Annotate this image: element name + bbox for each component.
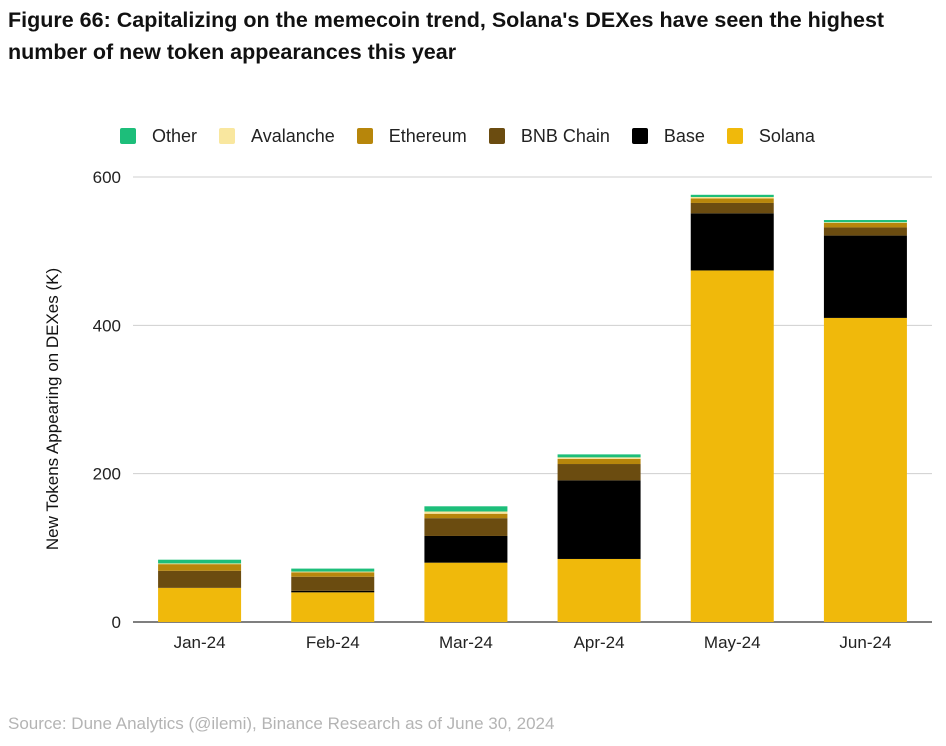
bar-ethereum-mar-24: [424, 513, 508, 519]
chart-legend: Other Avalanche Ethereum BNB Chain Base Solan…: [120, 124, 837, 148]
source-note: Source: Dune Analytics (@ilemi), Binance…: [8, 714, 555, 733]
y-axis-label: New Tokens Appearing on DEXes (K): [43, 268, 62, 550]
x-tick-label: Feb-24: [306, 633, 360, 652]
y-axis-ticks: 0 200 400 600: [93, 168, 121, 632]
bar-solana-apr-24: [557, 558, 641, 622]
bar-other-feb-24: [291, 568, 375, 572]
x-tick-label: Jan-24: [174, 633, 226, 652]
bar-other-may-24: [690, 194, 774, 198]
bar-bnb-chain-jan-24: [158, 570, 242, 588]
legend-label: BNB Chain: [520, 125, 610, 146]
y-tick-label: 400: [93, 316, 121, 335]
x-tick-label: Jun-24: [839, 633, 891, 652]
bar-avalanche-jun-24: [823, 222, 907, 223]
stacked-bar-chart: 0 200 400 600 Jan-24 Feb-24 Mar-24 Apr-24 May-2…: [43, 168, 932, 652]
legend-swatch: [726, 128, 743, 144]
bar-avalanche-may-24: [690, 197, 774, 199]
bar-other-jun-24: [823, 220, 907, 223]
legend-item-solana: Solana: [726, 125, 815, 147]
bar-base-jun-24: [823, 235, 907, 318]
legend-label: Other: [152, 125, 198, 146]
legend-item-bnb-chain: BNB Chain: [488, 125, 610, 147]
bar-solana-may-24: [690, 270, 774, 622]
chart-title: Figure 66: Capitalizing on the memecoin …: [8, 8, 885, 64]
x-axis-ticks: Jan-24 Feb-24 Mar-24 Apr-24 May-24 Jun-24: [174, 633, 892, 652]
legend-swatch: [120, 128, 136, 144]
bar-ethereum-feb-24: [291, 572, 375, 577]
bar-base-apr-24: [557, 480, 641, 559]
bar-avalanche-apr-24: [557, 457, 641, 459]
bar-solana-jan-24: [158, 587, 242, 622]
bar-avalanche-feb-24: [291, 571, 375, 573]
y-tick-label: 600: [93, 168, 121, 187]
legend-label: Avalanche: [251, 125, 335, 146]
legend-swatch: [488, 128, 505, 144]
bar-ethereum-apr-24: [557, 458, 641, 465]
bar-ethereum-jan-24: [158, 564, 242, 571]
bar-solana-feb-24: [291, 592, 375, 622]
bar-other-mar-24: [424, 506, 508, 512]
legend-label: Solana: [758, 125, 815, 146]
bar-bnb-chain-apr-24: [557, 464, 641, 481]
gridlines: [133, 176, 932, 623]
legend-swatch: [631, 128, 648, 144]
bar-other-apr-24: [557, 454, 641, 458]
bar-base-may-24: [690, 213, 774, 271]
bar-bnb-chain-jun-24: [823, 227, 907, 236]
bar-avalanche-jan-24: [158, 563, 242, 565]
x-tick-label: Mar-24: [439, 633, 493, 652]
bar-solana-mar-24: [424, 562, 508, 622]
bar-bnb-chain-feb-24: [291, 576, 375, 591]
legend-item-ethereum: Ethereum: [356, 125, 467, 147]
bar-base-feb-24: [291, 590, 375, 593]
x-tick-label: Apr-24: [574, 633, 625, 652]
legend-swatch: [219, 128, 236, 144]
legend-item-base: Base: [631, 125, 705, 147]
bar-ethereum-jun-24: [823, 222, 907, 228]
bar-solana-jun-24: [823, 317, 907, 622]
y-tick-label: 0: [112, 613, 121, 632]
bar-avalanche-mar-24: [424, 511, 508, 514]
legend-item-other: Other: [120, 126, 197, 147]
bars: [158, 194, 907, 622]
legend-item-avalanche: Avalanche: [219, 126, 335, 147]
bar-bnb-chain-mar-24: [424, 518, 508, 536]
x-tick-label: May-24: [704, 633, 761, 652]
legend-swatch: [356, 128, 373, 144]
legend-label: Base: [663, 125, 705, 146]
bar-ethereum-may-24: [690, 198, 774, 203]
bar-other-jan-24: [158, 559, 242, 564]
bar-base-mar-24: [424, 535, 508, 563]
y-tick-label: 200: [93, 465, 121, 484]
bar-bnb-chain-may-24: [690, 202, 774, 214]
legend-label: Ethereum: [388, 125, 467, 146]
